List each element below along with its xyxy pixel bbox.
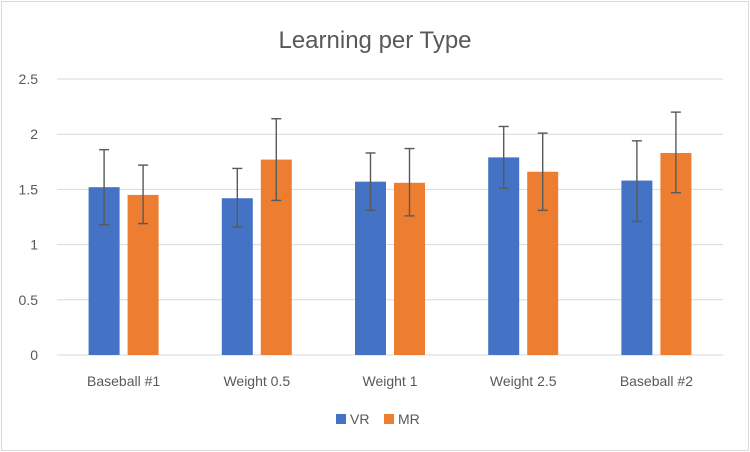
x-axis-ticks: Baseball #1 Weight 0.5 Weight 1 Weight 2.5 B…	[87, 373, 693, 389]
error-bar-vr-4	[498, 125, 509, 189]
legend-swatch-vr	[336, 414, 346, 424]
error-bar-mr-1	[138, 164, 149, 225]
x-tick-label: Weight 1	[363, 373, 418, 389]
chart-title: Learning per Type	[278, 27, 471, 54]
bars	[88, 152, 692, 355]
legend: VR MR	[336, 411, 420, 427]
legend-label-mr: MR	[398, 411, 420, 427]
x-tick-label: Weight 2.5	[490, 373, 557, 389]
y-tick-label: 1	[30, 237, 38, 253]
error-bar-vr-5	[631, 140, 642, 223]
x-tick-label: Weight 0.5	[223, 373, 290, 389]
y-tick-label: 0.5	[19, 292, 39, 308]
error-bar-mr-2	[271, 118, 282, 202]
y-tick-label: 0	[30, 347, 38, 363]
error-bar-mr-3	[404, 147, 415, 217]
x-tick-label: Baseball #1	[87, 373, 160, 389]
error-bar-mr-5	[670, 111, 681, 194]
y-tick-label: 1.5	[19, 181, 39, 197]
error-bars	[99, 111, 681, 228]
error-bar-vr-1	[99, 148, 110, 226]
bar-vr-4	[488, 157, 520, 355]
y-tick-label: 2.5	[19, 71, 39, 87]
y-tick-label: 2	[30, 126, 38, 142]
error-bar-vr-3	[365, 152, 376, 212]
x-tick-label: Baseball #2	[620, 373, 693, 389]
legend-label-vr: VR	[350, 411, 369, 427]
error-bar-mr-4	[537, 132, 548, 212]
error-bar-vr-2	[232, 167, 243, 228]
y-axis-ticks: 0 0.5 1 1.5 2 2.5	[19, 71, 39, 363]
gridlines	[57, 78, 723, 356]
legend-swatch-mr	[384, 414, 394, 424]
